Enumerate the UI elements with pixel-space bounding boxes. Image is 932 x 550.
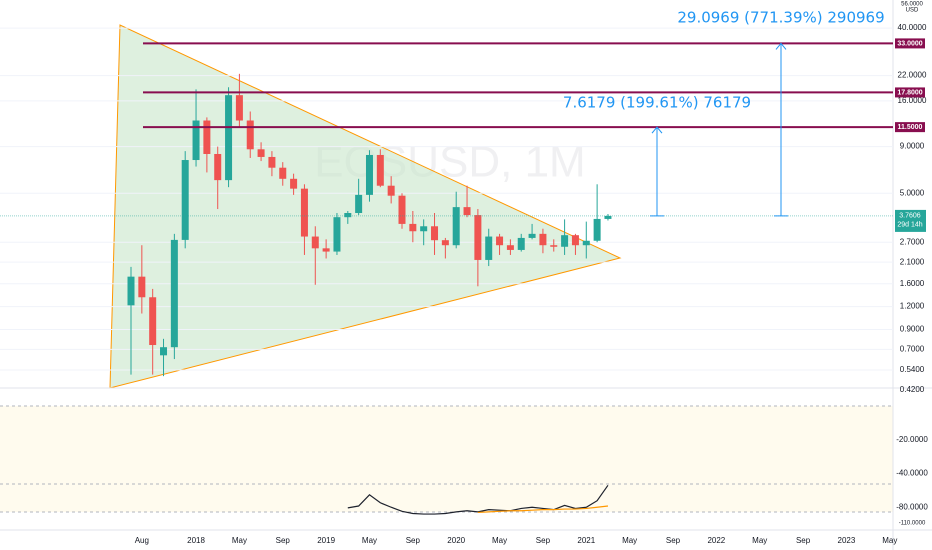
y-tick-label: 0.9000 [900,325,925,334]
candle-body [517,237,525,250]
x-tick-label: May [232,536,247,545]
candle-body [452,207,460,246]
candle-body [420,226,428,232]
price-label-box [895,209,926,232]
x-tick-label: 2019 [317,536,335,545]
candle-body [582,240,590,246]
candle-body [300,188,308,237]
y-tick-label: 0.5400 [900,365,925,374]
candle-body [496,236,504,246]
candle-body [539,233,547,246]
candle-body [225,95,233,181]
y-tick-label: 40.0000 [898,23,927,32]
measure-arrowhead [651,126,663,134]
candle-body [279,167,287,179]
price-label: 3.7606 [899,213,921,220]
candle-body [235,95,243,121]
level-label: 11.5000 [898,124,923,131]
level-label-box [895,87,925,98]
y-tick-label: 2.1000 [900,257,925,266]
level-label-box [895,122,925,133]
indicator-tick-label: -110.0000 [899,520,926,526]
currency: USD [906,8,919,14]
y-tick-label: 0.7000 [900,345,925,354]
candle-body [474,215,482,260]
x-tick-label: Aug [135,536,149,545]
indicator-tick-label: -40.0000 [896,469,928,478]
candle-body [322,248,330,252]
candle-body [604,215,612,219]
x-tick-label: May [622,536,637,545]
y-tick-label: 1.6000 [900,279,925,288]
candle-body [127,276,135,306]
x-tick-label: 2023 [838,536,856,545]
candle-body [431,226,439,241]
candle-body [138,276,146,298]
x-tick-label: Sep [796,536,811,545]
candle-body [571,235,579,246]
measure-arrowhead [775,42,787,50]
y-tick-label: 56.0000 [901,2,923,8]
candle-body [149,297,157,346]
candle-body [214,153,222,181]
x-tick-label: Sep [666,536,681,545]
x-tick-label: 2020 [447,536,465,545]
level-label: 33.0000 [897,40,922,47]
candle-body [333,217,341,252]
y-tick-label: 1.2000 [900,302,925,311]
x-tick-label: May [752,536,767,545]
candle-body [170,239,178,348]
y-tick-label: 9.0000 [900,142,925,151]
y-tick-label: 2.7000 [900,237,925,246]
x-tick-label: 2018 [187,536,205,545]
x-tick-label: May [492,536,507,545]
candle-body [376,154,384,186]
candle-body [593,218,601,241]
indicator-tick-label: -20.0000 [896,435,928,444]
candle-body [463,207,471,216]
candle-body [528,233,536,238]
candle-body [246,120,254,150]
indicator-tick-label: -80.0000 [896,502,928,511]
candle-body [485,236,493,260]
x-tick-label: 2021 [577,536,595,545]
candle-body [387,185,395,196]
candle-body [203,120,211,154]
measure-label: 7.6179 (199.61%) 76179 [563,94,751,112]
candle-body [257,149,265,157]
candle-body [506,245,514,250]
x-tick-label: May [362,536,377,545]
indicator-line [477,505,609,514]
candle-body [365,154,373,195]
candle-body [550,245,558,247]
y-tick-label: 16.0000 [898,96,927,105]
x-tick-label: Sep [406,536,421,545]
candle-body [181,160,189,240]
candle-body [311,236,319,249]
y-tick-label: 0.4200 [900,385,925,394]
candle-body [290,178,298,189]
candle-body [561,235,569,247]
candle-body [268,156,276,168]
candle-body [192,120,200,161]
level-label: 17.8000 [897,89,922,96]
candle-body [409,223,417,232]
x-tick-label: 2022 [707,536,725,545]
indicator-band [0,406,893,512]
level-label-box [895,38,925,49]
measure-label: 29.0969 (771.39%) 290969 [677,9,884,27]
y-tick-label: 22.0000 [898,71,927,80]
x-tick-label: Sep [276,536,291,545]
x-tick-label: May [882,536,897,545]
x-tick-label: Sep [536,536,551,545]
candle-body [355,194,363,214]
candle-body [398,195,406,224]
candle-body [344,213,352,218]
candle-body [441,240,449,246]
candle-body [160,347,168,356]
y-tick-label: 5.0000 [900,188,925,197]
price-countdown: 29d 14h [897,222,922,229]
